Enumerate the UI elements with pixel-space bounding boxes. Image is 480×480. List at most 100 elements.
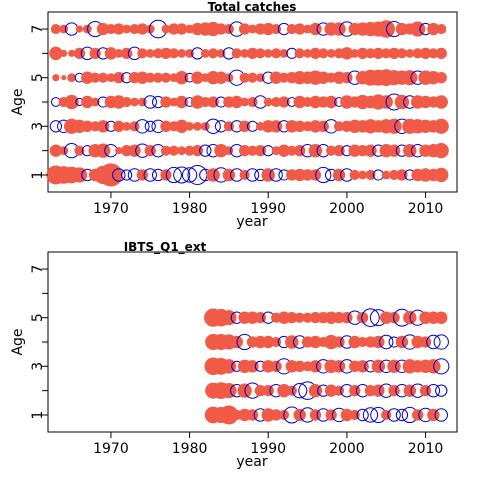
bubble-positive <box>248 24 257 34</box>
panel-total-catches: Total catches 1970 1980 1990 2000 2010 1357 … <box>10 0 458 230</box>
bubble-positive <box>224 146 234 156</box>
chart-title: Total catches <box>208 0 297 14</box>
y-tick-label: 3 <box>30 122 46 131</box>
bubble-positive <box>341 312 353 324</box>
bubble-positive <box>332 22 346 36</box>
bubble-positive <box>309 22 322 36</box>
bubble-positive <box>231 48 242 59</box>
bubble-positive <box>238 408 251 422</box>
bubble-positive <box>285 120 299 133</box>
bubble-positive <box>286 312 298 324</box>
bubble-positive <box>405 48 415 58</box>
x-tick-label: 2010 <box>408 441 444 457</box>
bubble-positive <box>81 71 94 84</box>
bubble-positive <box>74 145 85 156</box>
bubble-positive <box>419 384 432 397</box>
bubble-positive <box>106 73 116 83</box>
bubble-positive <box>168 48 179 59</box>
y-tick-label: 1 <box>30 411 46 420</box>
y-tick-label: 3 <box>30 362 46 371</box>
bubble-negative <box>245 168 260 182</box>
bubble-positive <box>356 312 369 324</box>
bubble-positive <box>160 145 172 156</box>
bubble-positive <box>261 168 275 182</box>
bubble-positive <box>214 143 228 158</box>
bubble-positive <box>371 359 386 374</box>
bubble-positive <box>207 96 219 108</box>
bubble-positive <box>263 97 273 107</box>
bubble-positive <box>348 335 361 349</box>
x-tick-label: 2010 <box>408 201 444 217</box>
bubble-positive <box>90 72 101 83</box>
bubble-negative <box>121 169 133 181</box>
y-tick-label: 1 <box>30 171 46 180</box>
bubble-negative <box>315 166 332 184</box>
bubble-negative <box>173 166 191 184</box>
y-tick-label: 5 <box>30 313 46 322</box>
bubble-positive <box>434 167 449 183</box>
bubble-positive <box>239 169 250 181</box>
bubble-negative <box>199 144 212 157</box>
bubble-positive <box>254 384 267 397</box>
bubble-positive <box>388 312 400 324</box>
bubble-positive <box>247 145 258 156</box>
bubble-positive <box>52 74 60 82</box>
bubble-positive <box>277 383 291 398</box>
x-tick-label: 2000 <box>329 441 365 457</box>
bubble-positive <box>324 95 338 109</box>
bubble-positive <box>49 46 63 61</box>
bubble-positive <box>349 384 361 397</box>
bubble-positive <box>433 143 449 159</box>
bubble-positive <box>308 143 323 158</box>
bubble-positive <box>160 47 172 60</box>
bubble-positive <box>254 144 267 157</box>
bubble-positive <box>115 147 123 155</box>
bubble-positive <box>67 73 76 83</box>
y-tick-label: 5 <box>30 73 46 82</box>
bubble-positive <box>175 70 189 85</box>
bubble-positive <box>263 48 273 58</box>
x-tick-label: 1970 <box>93 201 129 217</box>
bubble-positive <box>278 96 290 108</box>
bubble-negative <box>356 408 369 422</box>
bubble-positive <box>246 360 259 373</box>
bubble-positive <box>136 23 149 35</box>
bubble-positive <box>130 97 139 107</box>
bubble-positive <box>333 312 345 324</box>
bubble-positive <box>221 383 237 399</box>
bubble-positive <box>153 72 164 83</box>
bubble-positive <box>200 121 210 131</box>
bubble-positive <box>395 22 409 36</box>
bubble-positive <box>433 118 449 134</box>
bubble-negative <box>112 168 126 182</box>
bubble-positive <box>411 335 424 349</box>
bubble-positive <box>286 385 297 396</box>
bubble-negative <box>143 168 157 182</box>
bubble-positive <box>435 72 447 84</box>
bubble-positive <box>381 48 392 59</box>
x-tick-label: 2000 <box>329 201 365 217</box>
bubble-positive <box>326 48 336 58</box>
bubble-positive <box>246 47 259 60</box>
bubble-positive <box>309 409 322 421</box>
y-axis-ticks: 1 3 5 7 <box>30 25 48 180</box>
x-axis-ticks: 1970 1980 1990 2000 2010 <box>93 192 443 217</box>
bubble-negative <box>434 408 448 422</box>
bubble-positive <box>176 23 188 35</box>
bubble-positive <box>262 360 275 373</box>
bubble-positive <box>221 359 237 374</box>
bubble-positive <box>219 405 239 425</box>
bubble-positive <box>193 121 202 131</box>
bubble-positive <box>286 23 297 35</box>
bubble-positive <box>175 119 189 134</box>
bubble-negative <box>433 334 449 350</box>
bubble-positive <box>396 48 407 59</box>
bubble-positive <box>240 97 250 107</box>
bubble-negative <box>205 118 221 134</box>
bubble-positive <box>114 48 124 58</box>
bubble-positive <box>293 95 306 109</box>
bubble-positive <box>358 170 367 180</box>
bubble-positive <box>412 48 423 59</box>
bubble-negative <box>433 358 450 375</box>
